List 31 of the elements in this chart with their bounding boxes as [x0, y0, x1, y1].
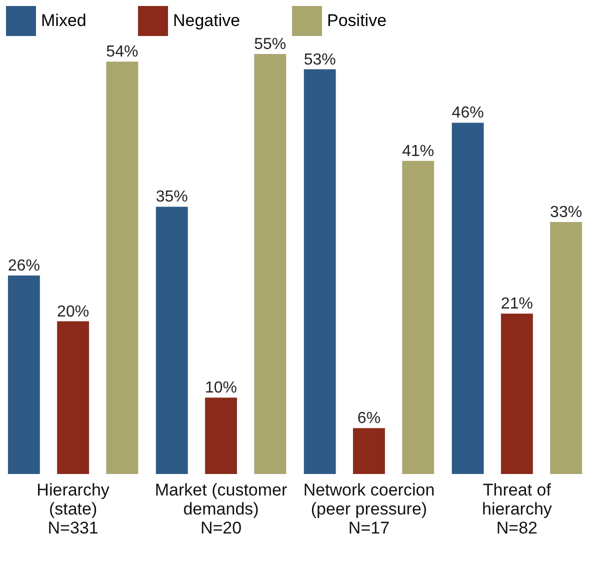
x-tick-label: Market (customer demands) N=20 [154, 480, 288, 538]
bar [353, 428, 385, 474]
data-label: 35% [156, 188, 188, 206]
bar [500, 314, 533, 474]
x-tick-label: Hierarchy (state) N=331 [36, 480, 110, 538]
bar [8, 275, 40, 474]
data-label: 6% [357, 410, 381, 428]
bar [452, 122, 484, 474]
data-label: 10% [205, 380, 238, 397]
legend-label: Mixed [41, 11, 86, 30]
data-label: 53% [304, 51, 336, 68]
x-tick-label: Network coercion (peer pressure) N=17 [303, 480, 435, 538]
data-label: 55% [254, 36, 286, 53]
x-tick-label: Threat of hierarchy N=82 [482, 480, 552, 538]
bar [550, 222, 582, 474]
legend-label: Negative [173, 11, 240, 30]
bar [57, 321, 90, 474]
bar [106, 62, 138, 474]
data-label: 20% [57, 303, 90, 320]
data-label: 33% [550, 204, 582, 221]
data-label: 46% [452, 104, 484, 122]
legend-label: Positive [327, 11, 387, 30]
bar [254, 54, 286, 474]
data-label: 21% [500, 296, 533, 313]
data-label: 54% [106, 44, 138, 61]
bar [205, 398, 237, 474]
bar [304, 69, 336, 474]
data-label: 26% [8, 257, 40, 274]
bar [402, 160, 434, 474]
data-label: 41% [402, 142, 434, 160]
bar [156, 206, 188, 474]
